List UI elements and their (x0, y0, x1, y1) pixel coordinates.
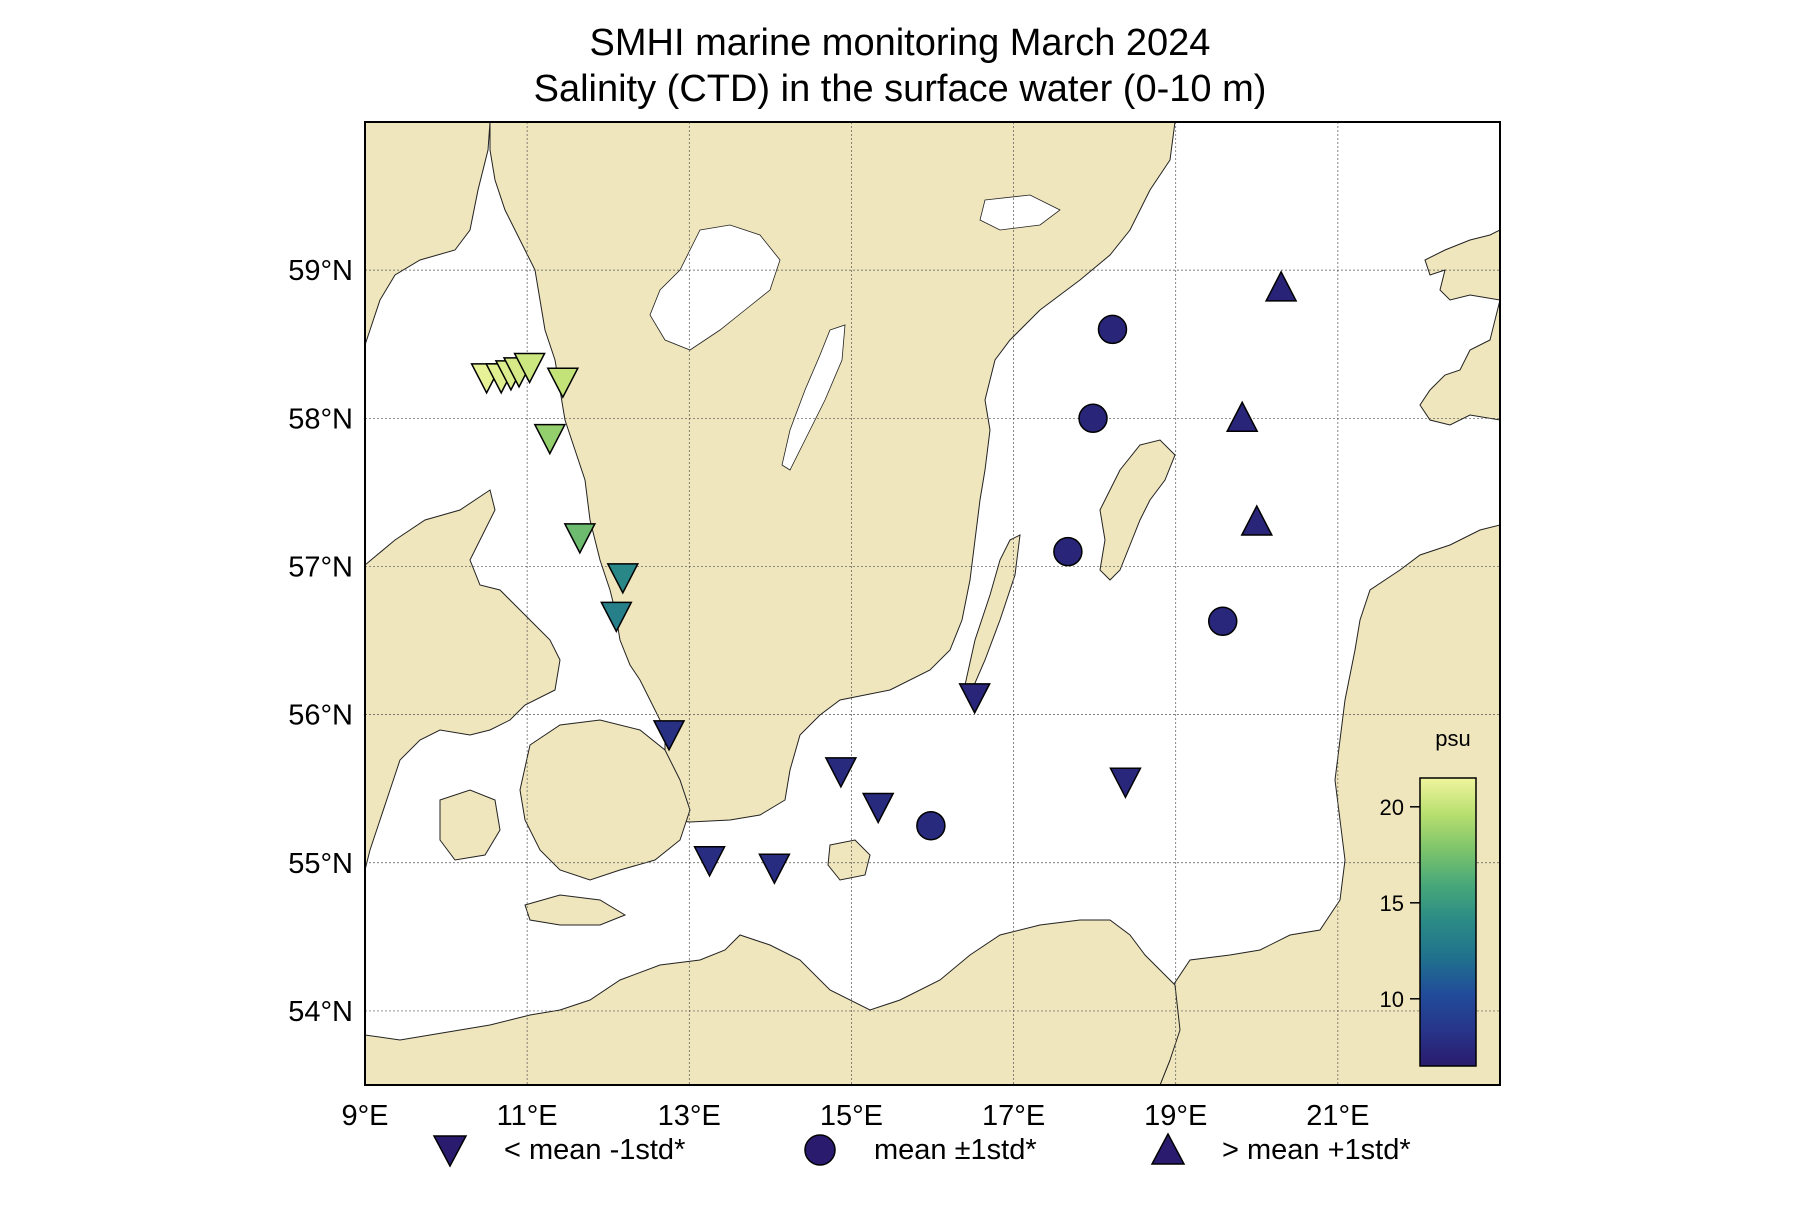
station-down-triangle (546, 367, 580, 399)
station-down-triangle (1109, 767, 1142, 799)
land-layer (365, 122, 1500, 1085)
station-down-triangle (600, 601, 633, 633)
station-down-triangle (513, 352, 546, 385)
chart-subtitle: Salinity (CTD) in the surface water (0-1… (533, 68, 1267, 110)
lat-tick-label: 56°N (288, 700, 353, 732)
station-down-triangle (533, 423, 567, 456)
colorbar-tick-label: 15 (1380, 891, 1404, 916)
station-markers (470, 270, 1298, 885)
lon-tick-label: 21°E (1306, 1100, 1369, 1132)
lake-malaren (979, 194, 1061, 231)
circle-icon (804, 1134, 836, 1166)
station-down-triangle (758, 853, 791, 885)
legend-below-label: < mean -1std* (504, 1133, 686, 1166)
lat-tick-label: 59°N (288, 255, 353, 287)
land-jutland (365, 489, 561, 871)
lat-tick-label: 55°N (288, 848, 353, 880)
graticule (365, 122, 1500, 1085)
map-frame (364, 121, 1501, 1086)
station-down-triangle (652, 720, 686, 752)
station-circle (1053, 536, 1083, 567)
station-down-triangle (824, 757, 858, 789)
colorbar-label: psu (1435, 726, 1471, 751)
legend-within: mean ±1std* (800, 1130, 1037, 1170)
lake-vanern (649, 224, 781, 351)
station-up-triangle (1264, 270, 1298, 302)
chart-title: SMHI marine monitoring March 2024 (589, 22, 1211, 64)
legend-above: > mean +1std* (1148, 1130, 1411, 1170)
land-lolland (524, 894, 627, 926)
station-down-triangle (693, 846, 726, 878)
station-up-triangle (1240, 504, 1274, 536)
station-circle (1207, 606, 1238, 637)
legend-below: < mean -1std* (430, 1130, 685, 1170)
land-norway (365, 122, 491, 346)
station-circle (1078, 403, 1108, 434)
lake-vattern (781, 324, 846, 471)
colorbar-tick-label: 10 (1380, 987, 1404, 1012)
land-finland (1424, 122, 1500, 301)
station-up-triangle (1225, 400, 1259, 433)
land-bornholm (827, 839, 871, 881)
colorbar-tick-label: 20 (1380, 795, 1404, 820)
lat-tick-label: 58°N (288, 403, 353, 435)
lon-tick-label: 17°E (982, 1100, 1045, 1132)
lon-tick-label: 9°E (341, 1100, 388, 1132)
station-circle (916, 810, 946, 841)
legend-above-label: > mean +1std* (1222, 1133, 1411, 1166)
land-zealand (519, 719, 691, 881)
station-down-triangle (606, 563, 640, 595)
lat-tick-label: 54°N (288, 996, 353, 1028)
lon-tick-label: 13°E (658, 1100, 721, 1132)
station-circle (1097, 314, 1128, 345)
lat-tick-label: 57°N (288, 551, 353, 583)
lon-tick-label: 15°E (820, 1100, 883, 1132)
axis-tick-labels: 9°E 11°E 13°E 15°E 17°E 19°E 21°E 54°N 55°N 56°N 5… (288, 255, 1369, 1132)
land-estonia (1419, 299, 1500, 426)
land-poland (365, 919, 1181, 1085)
lon-tick-label: 19°E (1144, 1100, 1207, 1132)
land-gotland (1099, 439, 1176, 581)
lon-tick-label: 11°E (497, 1100, 558, 1132)
colorbar-ticks: 10 15 20 (1380, 795, 1420, 1012)
station-down-triangle (958, 683, 991, 715)
station-down-triangle (861, 792, 895, 825)
legend-within-label: mean ±1std* (874, 1133, 1037, 1166)
land-funen (439, 789, 501, 861)
down-triangle-icon (432, 1135, 468, 1168)
station-down-triangle (563, 523, 597, 555)
up-triangle-icon (1150, 1132, 1186, 1165)
colorbar (1419, 777, 1477, 1067)
